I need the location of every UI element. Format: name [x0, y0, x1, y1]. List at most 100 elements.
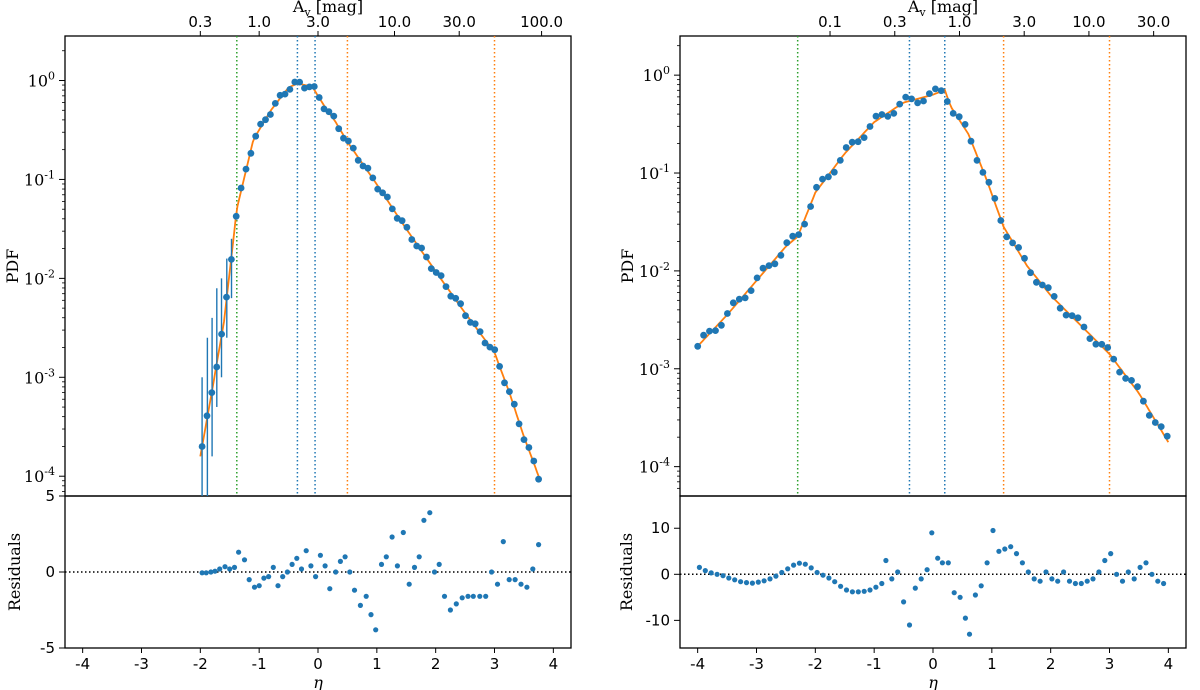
residual-point: [1102, 557, 1108, 564]
data-point: [457, 300, 464, 308]
top-tick-label: 10.0: [1072, 13, 1105, 31]
data-point: [291, 78, 299, 86]
residual-point: [389, 534, 395, 540]
residual-point: [313, 574, 319, 580]
residual-axes-frame: [679, 495, 1187, 649]
residual-point: [720, 573, 726, 579]
top-tick-label: 0.3: [883, 13, 907, 31]
residual-point: [796, 560, 803, 566]
residual-point: [906, 622, 913, 628]
residual-point: [394, 563, 400, 569]
residual-point: [785, 566, 791, 572]
residual-point: [843, 587, 850, 593]
residual-point: [895, 569, 901, 575]
residual-point: [849, 589, 856, 595]
top-axis-label: Av [mag]: [292, 0, 363, 19]
data-point: [408, 236, 416, 243]
residual-point: [1084, 578, 1090, 584]
y-tick-label: 10-2: [24, 267, 55, 288]
residual-point: [879, 580, 885, 587]
residual-point: [208, 569, 214, 575]
data-point: [771, 260, 779, 268]
y-tick-base: 10: [639, 458, 659, 477]
residual-point: [266, 574, 272, 580]
residual-point: [1137, 564, 1143, 571]
residual-point: [416, 554, 422, 560]
residual-point: [755, 579, 761, 585]
data-point: [848, 138, 856, 146]
residual-point: [436, 561, 442, 568]
data-point: [271, 100, 279, 107]
data-point: [442, 283, 450, 290]
y-tick-exponent: -3: [44, 366, 55, 379]
top-tick-label: 3.0: [1012, 13, 1036, 31]
data-point: [1056, 304, 1064, 312]
residual-point: [1096, 569, 1102, 575]
data-point: [1104, 344, 1112, 351]
residual-point: [957, 594, 963, 600]
y-tick-label: 10-3: [24, 366, 55, 387]
y-tick-exponent: -3: [659, 358, 670, 371]
data-point: [801, 220, 808, 228]
data-point: [462, 312, 469, 320]
residual-point: [912, 585, 918, 591]
residual-point: [342, 554, 348, 560]
y-tick-label: 10-4: [639, 456, 670, 477]
data-point: [920, 97, 927, 105]
data-point: [1044, 284, 1052, 292]
left-panel: -4 -3 -2 -1 0 1 2 3 4 η 0.3 1.0 3.0 10.0 30.0 100.0 Av […: [3, 0, 572, 690]
top-tick-label: 10.0: [378, 13, 411, 31]
data-point: [884, 113, 892, 120]
x-tick-label: 4: [549, 655, 559, 673]
y-tick-exponent: -4: [44, 465, 55, 478]
residual-point: [714, 571, 720, 577]
residual-point: [308, 563, 314, 569]
residual-point: [972, 592, 979, 598]
data-point: [747, 287, 755, 294]
data-point: [1068, 312, 1076, 320]
data-point: [807, 203, 814, 210]
top-tick-label: 0.1: [818, 13, 842, 31]
data-point: [1062, 311, 1070, 319]
residual-point: [826, 575, 832, 581]
top-axis-label-main: A: [907, 0, 920, 16]
data-point: [476, 328, 484, 335]
residual-point: [284, 569, 290, 575]
data-point: [427, 265, 435, 272]
residual-point: [231, 564, 238, 571]
data-point: [842, 144, 850, 151]
residual-point: [1008, 544, 1014, 550]
data-point: [735, 295, 743, 303]
residual-point: [383, 554, 389, 560]
residual-point: [1155, 578, 1161, 584]
residual-point: [832, 579, 838, 585]
residual-point: [966, 631, 973, 637]
data-point: [1163, 432, 1171, 440]
top-axis-label-sub: v: [303, 6, 311, 19]
data-point: [1039, 281, 1046, 289]
residual-point: [427, 510, 433, 516]
residual-point: [477, 593, 483, 599]
data-point: [1157, 423, 1165, 430]
residual-point: [217, 566, 223, 572]
y-tick-base: 10: [24, 269, 44, 288]
residual-point: [1114, 571, 1120, 577]
residual-y-tick-label: 0: [660, 565, 670, 583]
residual-point: [411, 564, 418, 571]
data-point: [364, 164, 372, 172]
residual-point: [368, 612, 374, 618]
residual-point: [1108, 551, 1114, 557]
residual-point: [459, 595, 465, 601]
x-tick-label: 4: [1164, 655, 1174, 673]
residual-point: [261, 575, 267, 581]
top-axis-label-unit: [mag]: [311, 0, 364, 16]
residual-point: [406, 581, 412, 587]
data-point: [1128, 377, 1135, 384]
residual-point: [447, 607, 453, 613]
data-point: [525, 444, 533, 451]
data-point: [418, 244, 425, 252]
y-axis-label: PDF: [618, 249, 637, 284]
residual-point: [743, 580, 750, 586]
data-point: [694, 342, 702, 350]
